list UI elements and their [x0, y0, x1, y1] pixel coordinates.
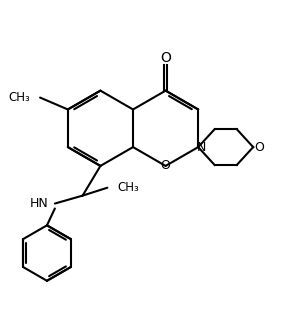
Text: CH₃: CH₃	[8, 91, 30, 104]
Text: N: N	[197, 141, 206, 154]
Text: CH₃: CH₃	[117, 181, 139, 194]
Text: HN: HN	[30, 197, 49, 210]
Text: O: O	[160, 51, 171, 65]
Text: O: O	[161, 160, 171, 172]
Text: O: O	[254, 141, 264, 154]
